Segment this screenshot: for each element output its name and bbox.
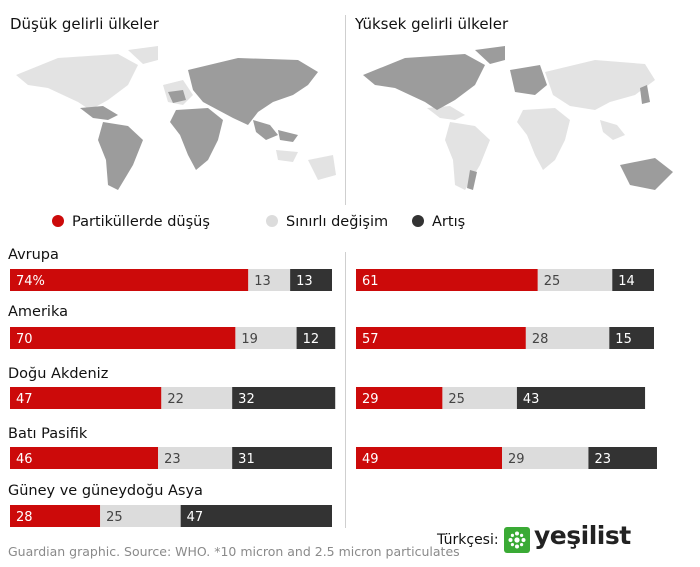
bar-high-decrease-3 <box>356 447 503 469</box>
legend-swatch-dark <box>412 215 424 227</box>
bar-low-limited-4 <box>100 505 181 527</box>
bar-high-increase-0 <box>612 269 654 291</box>
bar-low-decrease-0 <box>10 269 249 291</box>
map-land-highlight <box>80 58 318 190</box>
bar-label-high-limited-2: 25 <box>448 392 465 407</box>
legend-item-limited: Sınırlı değişim <box>266 214 388 230</box>
bar-high-limited-2 <box>442 387 517 409</box>
map-title-low-income: Düşük gelirli ülkeler <box>10 15 159 33</box>
bar-label-high-increase-3: 23 <box>594 452 611 467</box>
bar-label-low-limited-3: 23 <box>164 452 181 467</box>
legend-item-increase: Artış <box>412 214 465 230</box>
bar-label-low-decrease-1: 70 <box>16 332 33 347</box>
bar-high-increase-3 <box>588 447 657 469</box>
yesilist-logo-icon <box>504 527 530 553</box>
region-label-south-east-asia: Güney ve güneydoğu Asya <box>8 483 203 499</box>
bar-high-increase-1 <box>609 327 654 349</box>
world-map-low-income <box>16 46 336 190</box>
bar-label-low-increase-4: 47 <box>187 510 204 525</box>
region-label-europe: Avrupa <box>8 247 59 263</box>
legend-label-limited: Sınırlı değişim <box>286 214 389 230</box>
bar-low-increase-1 <box>296 327 336 349</box>
bar-label-high-decrease-3: 49 <box>362 452 379 467</box>
chart-divider <box>345 252 346 528</box>
legend-label-decrease: Partiküllerde düşüş <box>72 214 210 230</box>
bar-low-increase-3 <box>232 447 332 469</box>
bar-low-increase-4 <box>180 505 332 527</box>
bar-label-high-increase-1: 15 <box>615 332 632 347</box>
bar-label-high-limited-3: 29 <box>508 452 525 467</box>
map-land-faint <box>427 60 655 190</box>
bar-low-decrease-2 <box>10 387 162 409</box>
bar-label-low-decrease-0: 74% <box>16 274 45 289</box>
bar-high-decrease-0 <box>356 269 538 291</box>
bar-high-decrease-1 <box>356 327 526 349</box>
legend-label-increase: Artış <box>432 214 466 230</box>
bar-label-high-decrease-2: 29 <box>362 392 379 407</box>
bar-label-low-limited-4: 25 <box>106 510 123 525</box>
bar-label-low-limited-1: 19 <box>241 332 258 347</box>
bar-label-high-decrease-1: 57 <box>362 332 379 347</box>
region-label-west-pacific: Batı Pasifik <box>8 426 88 442</box>
bar-label-low-increase-3: 31 <box>238 452 255 467</box>
bar-label-low-increase-0: 13 <box>296 274 313 289</box>
bar-label-low-limited-2: 22 <box>167 392 184 407</box>
world-map-high-income <box>363 46 673 190</box>
bar-low-increase-2 <box>232 387 336 409</box>
bar-label-high-limited-1: 28 <box>532 332 549 347</box>
bar-high-limited-0 <box>537 269 613 291</box>
bar-low-limited-1 <box>235 327 297 349</box>
map-land-highlight <box>363 46 673 190</box>
bar-low-decrease-1 <box>10 327 236 349</box>
bar-low-limited-3 <box>158 447 233 469</box>
map-title-high-income: Yüksek gelirli ülkeler <box>355 15 509 33</box>
bar-low-limited-0 <box>248 269 291 291</box>
yesilist-logo-text: yeşilist <box>534 521 631 550</box>
legend-item-decrease: Partiküllerde düşüş <box>52 214 210 230</box>
bar-high-increase-2 <box>516 387 646 409</box>
bar-high-decrease-2 <box>356 387 443 409</box>
legend-swatch-red <box>52 215 64 227</box>
region-label-americas: Amerika <box>8 304 68 320</box>
bar-label-low-decrease-3: 46 <box>16 452 33 467</box>
bar-label-high-limited-0: 25 <box>544 274 561 289</box>
bar-label-low-increase-2: 32 <box>238 392 255 407</box>
bar-label-low-decrease-2: 47 <box>16 392 33 407</box>
translation-credit-label: Türkçesi: <box>437 532 499 548</box>
region-label-east-mediterranean: Doğu Akdeniz <box>8 366 109 382</box>
bar-low-increase-0 <box>290 269 332 291</box>
bar-high-limited-3 <box>502 447 589 469</box>
legend-swatch-grey <box>266 215 278 227</box>
bar-label-low-limited-0: 13 <box>254 274 271 289</box>
bar-low-limited-2 <box>161 387 233 409</box>
bar-label-low-decrease-4: 28 <box>16 510 33 525</box>
bar-high-limited-1 <box>525 327 610 349</box>
map-divider <box>345 15 346 205</box>
bar-label-low-increase-1: 12 <box>303 332 320 347</box>
bar-low-decrease-4 <box>10 505 101 527</box>
bar-label-high-increase-0: 14 <box>618 274 635 289</box>
source-note: Guardian graphic. Source: WHO. *10 micro… <box>8 544 460 559</box>
bar-label-high-decrease-0: 61 <box>362 274 379 289</box>
flower-icon <box>508 531 526 549</box>
bar-low-decrease-3 <box>10 447 159 469</box>
bar-label-high-increase-2: 43 <box>523 392 540 407</box>
